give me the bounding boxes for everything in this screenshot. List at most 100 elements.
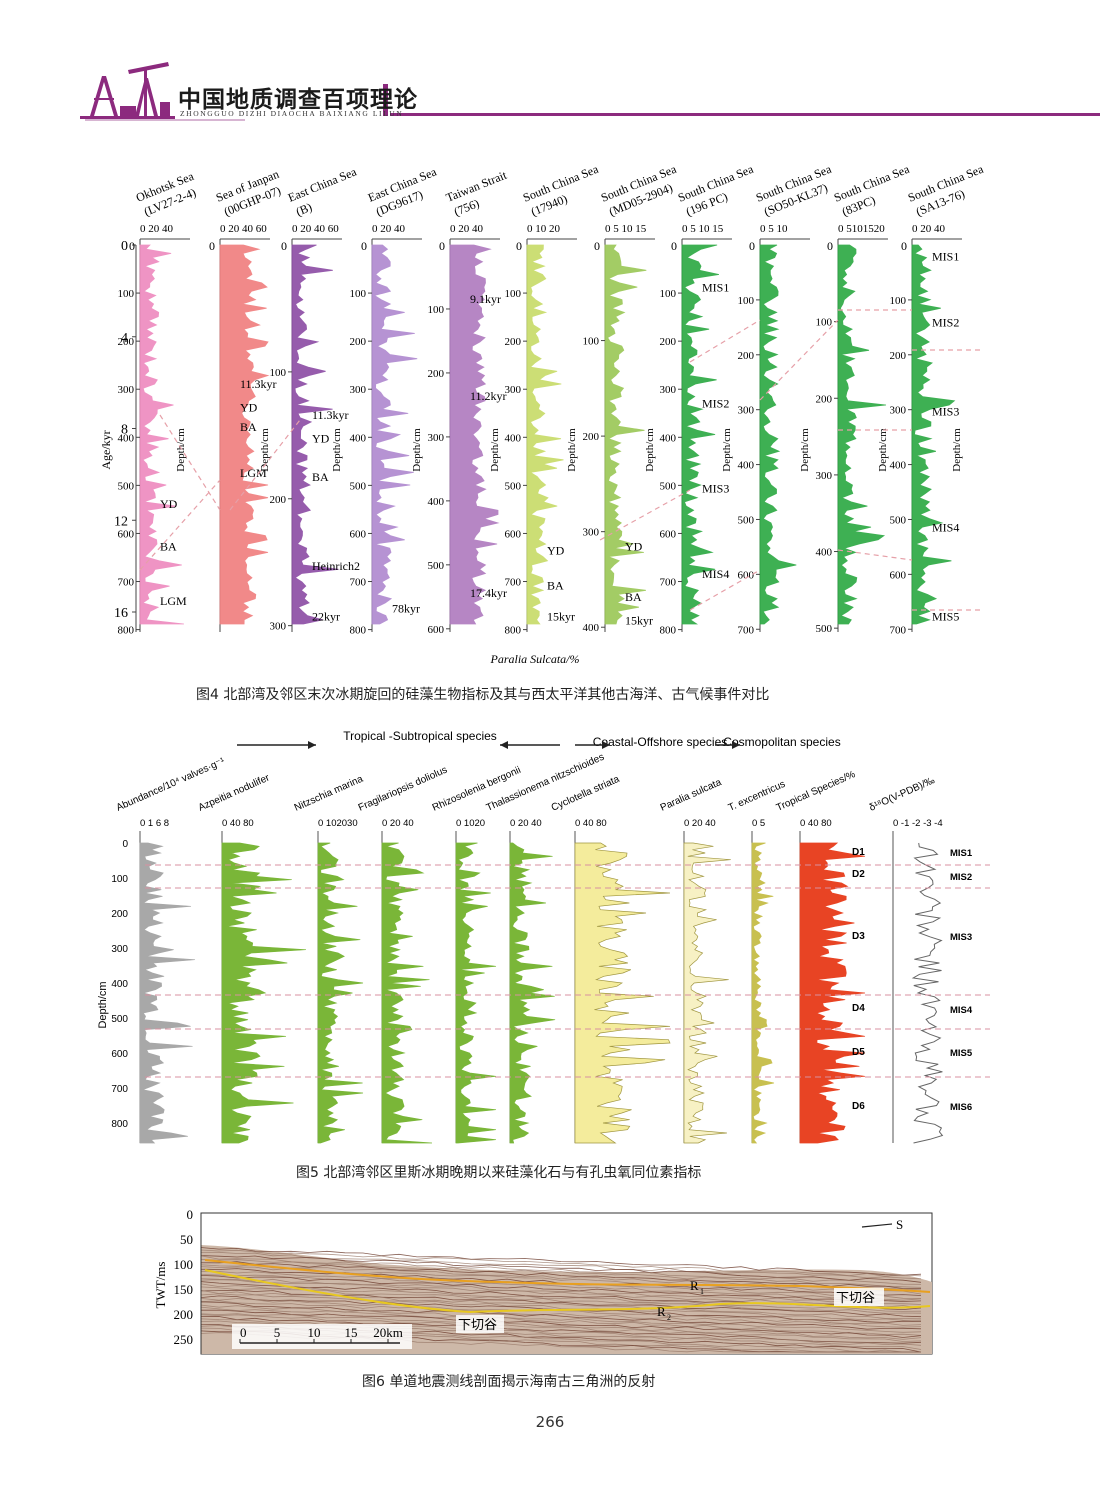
- depth-tick-label: 300: [816, 470, 833, 482]
- core-profile: [371, 244, 418, 625]
- group-arrowhead: [308, 741, 316, 749]
- depth-tick-label: 0: [122, 839, 128, 850]
- proxy-scale: 0 102030: [318, 818, 358, 829]
- depth-axis-title: Depth/cm: [97, 981, 109, 1028]
- core-zero: 0: [129, 239, 135, 253]
- correlation-line: [837, 549, 913, 561]
- event-label: 17.4kyr: [470, 586, 507, 600]
- age-tick-label: 0: [121, 239, 128, 254]
- event-label: Heinrich2: [312, 559, 360, 573]
- group-label-coastal: Coastal-Offshore species: [593, 735, 728, 749]
- event-label: YD: [160, 497, 178, 511]
- depth-tick-label: 200: [350, 336, 367, 348]
- correlation-line: [689, 569, 761, 611]
- correlation-line: [759, 319, 839, 401]
- seismic-reflector: [200, 1314, 922, 1342]
- correlation-line: [229, 419, 301, 511]
- core-zero: 0: [749, 239, 755, 253]
- depth-tick-label: 400: [738, 460, 755, 472]
- event-label: MIS3: [702, 482, 729, 496]
- scale-tick-label: 10: [308, 1325, 321, 1340]
- depth-tick-label: 500: [350, 480, 367, 492]
- depth-axis: 0 100 200 300 400 500 600 700 800 Depth/cm: [97, 839, 128, 1130]
- proxy-profile: [509, 842, 556, 1144]
- depth-tick-label: 300: [660, 384, 677, 396]
- mis-label: MIS4: [950, 1005, 973, 1016]
- depth-tick-label: 400: [350, 432, 367, 444]
- depth-tick-label: 500: [738, 514, 755, 526]
- scale-tick-label: 5: [274, 1325, 281, 1340]
- depth-axis-title: Depth/cm: [644, 428, 656, 472]
- core-profile: [449, 244, 500, 625]
- seismic-reflector: [200, 1293, 922, 1321]
- event-label: MIS2: [702, 397, 729, 411]
- core-column: South China Sea(MD05-2904)0 5 10 1501002…: [583, 162, 679, 635]
- event-label: YD: [547, 544, 565, 558]
- core-profile: [526, 244, 564, 625]
- depth-axis-title: Depth/cm: [566, 428, 578, 472]
- seismic-reflector: [200, 1249, 922, 1277]
- core-column: Taiwan Strait(756)0 20 40010020030040050…: [428, 168, 510, 636]
- depth-axis-title: Depth/cm: [411, 428, 423, 472]
- core-zero: 0: [516, 239, 522, 253]
- depth-tick-label: 200: [816, 393, 833, 405]
- depth-axis-title: Depth/cm: [877, 428, 889, 472]
- event-label: 15kyr: [547, 609, 575, 623]
- x-axis-title: Paralia Sulcata/%: [490, 652, 580, 666]
- core-scale: 0 5101520: [838, 223, 885, 235]
- core-scale: 0 20 40: [912, 223, 946, 235]
- diatom-zone-label: D3: [852, 931, 865, 942]
- depth-tick-label: 300: [111, 944, 128, 955]
- oil-derrick-logo: [80, 62, 245, 121]
- depth-tick-label: 200: [428, 368, 445, 380]
- depth-tick-label: 200: [890, 350, 907, 362]
- depth-tick-label: 600: [505, 528, 522, 540]
- scale-bar-bg: [232, 1324, 412, 1349]
- depth-tick-label: 400: [428, 496, 445, 508]
- group-arrowhead: [732, 741, 740, 749]
- depth-tick-label: 200: [583, 431, 600, 443]
- scale-tick-label: 20km: [373, 1325, 403, 1340]
- core-column: South China Sea(SA13-76)0 20 40010020030…: [890, 162, 986, 637]
- core-scale: 0 20 40: [140, 223, 174, 235]
- depth-tick-label: 500: [890, 514, 907, 526]
- seismic-reflector: [200, 1266, 922, 1295]
- depth-axis-title: Depth/cm: [799, 428, 811, 472]
- incised-valley-label: 下切谷: [836, 1290, 875, 1305]
- proxy-scale: 0 20 40: [510, 818, 542, 829]
- horizon-label-r2: R: [657, 1304, 666, 1319]
- proxy-name: Nitzschia marina: [293, 773, 365, 813]
- seismic-reflector: [200, 1247, 922, 1276]
- depth-tick-label: 500: [428, 560, 445, 572]
- seismic-reflector: [200, 1255, 922, 1285]
- twt-tick-label: 250: [174, 1332, 194, 1347]
- proxy-scale: 0 -1 -2 -3 -4: [893, 818, 943, 829]
- seismic-reflector: [200, 1283, 922, 1312]
- seismic-reflector: [200, 1318, 922, 1346]
- horizon-label-r1: R: [690, 1278, 699, 1293]
- proxy-profile: [683, 842, 731, 1144]
- event-label: BA: [312, 470, 329, 484]
- twt-axis-title: TWT/ms: [153, 1262, 168, 1309]
- group-arrowhead: [602, 741, 610, 749]
- diatom-zone-label: D6: [852, 1101, 865, 1112]
- twt-tick-label: 200: [174, 1307, 194, 1322]
- age-tick-label: 16: [114, 606, 128, 621]
- event-label: BA: [547, 578, 564, 592]
- proxy-scale: 0 40 80: [222, 818, 254, 829]
- depth-tick-label: 400: [890, 460, 907, 472]
- core-scale: 0 20 40: [450, 223, 484, 235]
- core-name: East China Sea: [286, 164, 359, 204]
- proxy-scale: 0 1 6 8: [140, 818, 169, 829]
- mis-label: MIS6: [950, 1102, 972, 1113]
- depth-tick-label: 500: [505, 480, 522, 492]
- depth-tick-label: 400: [111, 979, 128, 990]
- depth-tick-label: 200: [118, 336, 135, 348]
- seismic-reflector: [200, 1279, 922, 1309]
- depth-tick-label: 100: [738, 295, 755, 307]
- depth-tick-label: 300: [270, 621, 287, 633]
- depth-tick-label: 800: [111, 1119, 128, 1130]
- depth-tick-label: 200: [738, 350, 755, 362]
- seismic-reflector: [200, 1301, 922, 1330]
- proxy-profile: [221, 842, 307, 1144]
